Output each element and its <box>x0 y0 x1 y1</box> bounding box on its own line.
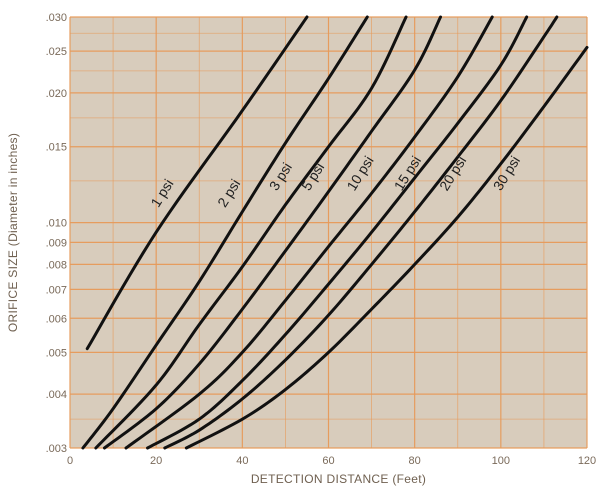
curve-layer <box>81 15 589 450</box>
x-tick-label: 120 <box>578 455 596 467</box>
y-tick-label: .003 <box>46 443 67 455</box>
y-tick-label: .008 <box>46 259 67 271</box>
y-tick-label: .010 <box>46 218 67 230</box>
x-tick-label: 0 <box>67 455 73 467</box>
x-tick-label: 80 <box>409 455 421 467</box>
tick-label-layer: 0 20 40 60 80 100 120 .003 .004 .005 .006 .007 .008.… <box>46 12 597 467</box>
x-tick-label: 40 <box>236 455 248 467</box>
curve-10-psi <box>124 15 494 450</box>
y-tick-label: .020 <box>46 88 67 100</box>
y-tick-label: .005 <box>46 347 67 359</box>
y-tick-label: .015 <box>46 142 67 154</box>
x-tick-label: 20 <box>150 455 162 467</box>
y-tick-label: .004 <box>46 389 67 401</box>
y-axis-title: ORIFICE SIZE (Diameter in inches) <box>6 133 20 332</box>
curve-2-psi <box>81 15 369 450</box>
curve-1-psi <box>85 15 309 351</box>
x-axis-title: DETECTION DISTANCE (Feet) <box>251 472 426 486</box>
curve-15-psi <box>146 15 529 450</box>
curve-3-psi <box>94 15 408 450</box>
x-tick-label: 60 <box>322 455 334 467</box>
y-tick-label: .009 <box>46 237 67 249</box>
curve-30-psi <box>184 45 589 450</box>
y-tick-label: .030 <box>46 12 67 24</box>
y-tick-label: .006 <box>46 313 67 325</box>
x-tick-label: 100 <box>492 455 510 467</box>
curve-5-psi <box>102 15 443 450</box>
y-tick-label: .007 <box>46 284 67 296</box>
curve-20-psi <box>163 15 559 450</box>
y-tick-label: .025 <box>46 46 67 58</box>
